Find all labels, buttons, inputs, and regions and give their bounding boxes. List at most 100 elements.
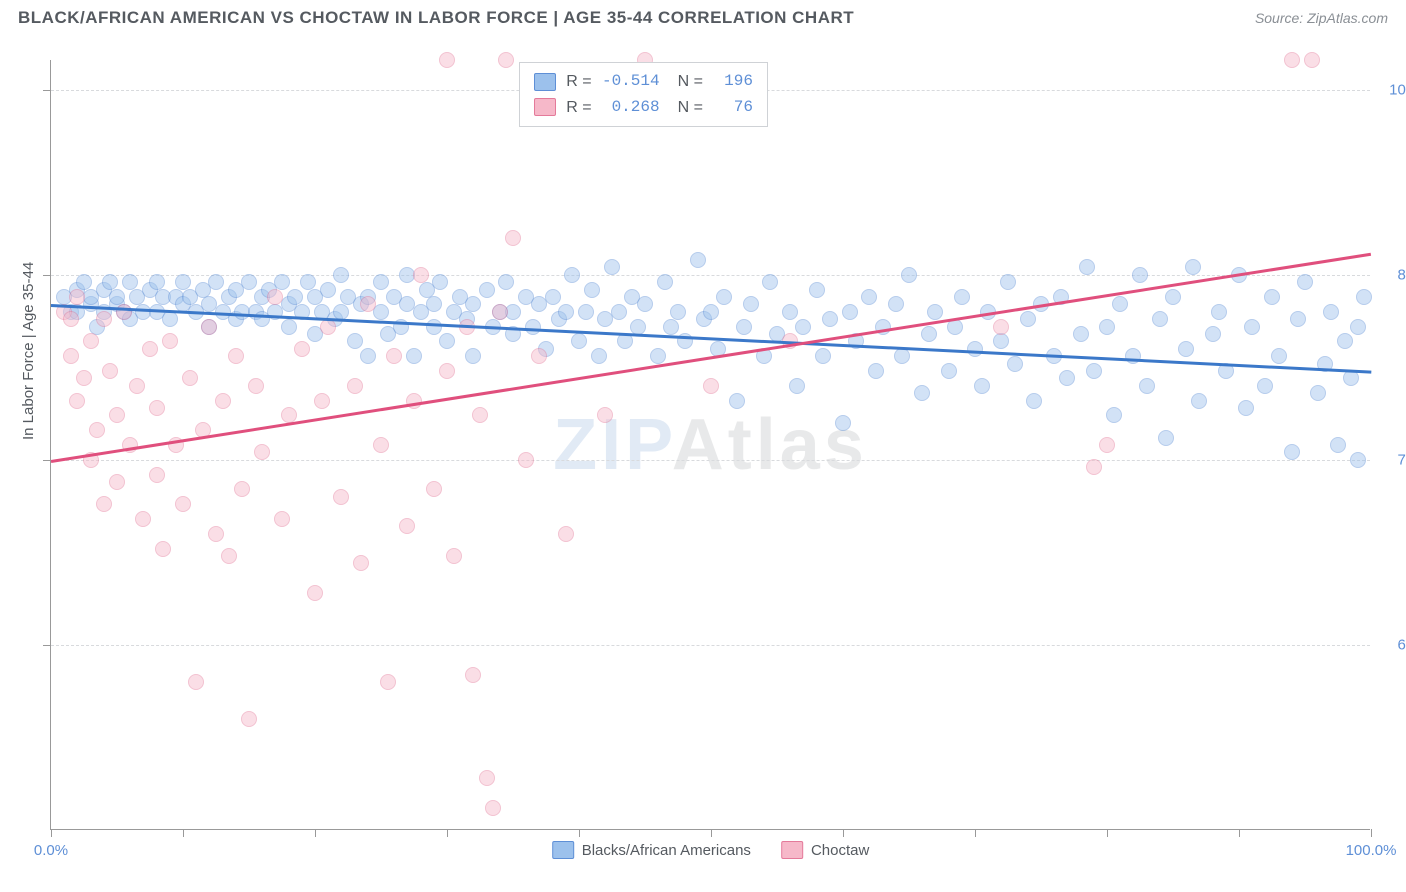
scatter-point [162, 311, 178, 327]
scatter-point [373, 437, 389, 453]
scatter-point [479, 770, 495, 786]
x-tick-mark [1239, 829, 1240, 837]
scatter-point [439, 363, 455, 379]
scatter-point [795, 319, 811, 335]
scatter-point [69, 393, 85, 409]
scatter-point [921, 326, 937, 342]
scatter-point [894, 348, 910, 364]
scatter-point [380, 674, 396, 690]
scatter-point [690, 252, 706, 268]
scatter-point [1158, 430, 1174, 446]
scatter-point [281, 319, 297, 335]
scatter-point [76, 274, 92, 290]
scatter-point [69, 289, 85, 305]
scatter-point [1205, 326, 1221, 342]
scatter-point [822, 311, 838, 327]
scatter-point [116, 304, 132, 320]
chart-legend: Blacks/African Americans Choctaw [552, 841, 870, 859]
scatter-point [122, 274, 138, 290]
y-tick-label: 75.0% [1380, 451, 1406, 468]
scatter-point [386, 348, 402, 364]
scatter-point [558, 526, 574, 542]
scatter-point [353, 555, 369, 571]
scatter-point [498, 52, 514, 68]
scatter-point [1000, 274, 1016, 290]
scatter-point [1125, 348, 1141, 364]
x-tick-mark [579, 829, 580, 837]
scatter-point [815, 348, 831, 364]
scatter-point [729, 393, 745, 409]
scatter-point [525, 319, 541, 335]
legend-label: Blacks/African Americans [582, 842, 751, 859]
scatter-point [307, 585, 323, 601]
stats-n-value: 196 [713, 69, 753, 95]
x-tick-mark [315, 829, 316, 837]
scatter-point [1020, 311, 1036, 327]
stats-n-value: 76 [713, 95, 753, 121]
scatter-point [762, 274, 778, 290]
scatter-point [479, 282, 495, 298]
stats-r-label: R = [566, 69, 591, 95]
scatter-point [333, 304, 349, 320]
x-tick-mark [843, 829, 844, 837]
scatter-point [584, 282, 600, 298]
scatter-point [149, 467, 165, 483]
scatter-point [657, 274, 673, 290]
scatter-point [564, 267, 580, 283]
scatter-point [135, 511, 151, 527]
scatter-point [1086, 363, 1102, 379]
x-tick-mark [447, 829, 448, 837]
gridline [51, 645, 1370, 646]
x-tick-mark [711, 829, 712, 837]
scatter-point [1139, 378, 1155, 394]
scatter-point [670, 304, 686, 320]
scatter-point [1178, 341, 1194, 357]
scatter-point [274, 511, 290, 527]
scatter-point [221, 548, 237, 564]
scatter-point [597, 407, 613, 423]
stats-row: R =0.268N =76 [534, 95, 753, 121]
scatter-point [1059, 370, 1075, 386]
scatter-point [155, 541, 171, 557]
scatter-point [1343, 370, 1359, 386]
scatter-point [208, 274, 224, 290]
scatter-point [162, 333, 178, 349]
legend-swatch [552, 841, 574, 859]
scatter-point [274, 274, 290, 290]
scatter-point [1152, 311, 1168, 327]
scatter-point [465, 667, 481, 683]
scatter-point [294, 341, 310, 357]
scatter-point [1323, 304, 1339, 320]
scatter-point [446, 548, 462, 564]
scatter-point [1350, 452, 1366, 468]
correlation-stats-box: R =-0.514N =196R =0.268N =76 [519, 62, 768, 127]
scatter-point [360, 296, 376, 312]
y-tick-label: 62.5% [1380, 636, 1406, 653]
scatter-point [287, 289, 303, 305]
scatter-point [175, 496, 191, 512]
scatter-point [743, 296, 759, 312]
legend-label: Choctaw [811, 842, 869, 859]
stats-r-value: 0.268 [602, 95, 660, 121]
scatter-point [1086, 459, 1102, 475]
scatter-point [1165, 289, 1181, 305]
scatter-point [1271, 348, 1287, 364]
scatter-point [373, 274, 389, 290]
scatter-point [505, 230, 521, 246]
scatter-point [914, 385, 930, 401]
scatter-point [1356, 289, 1372, 305]
scatter-point [320, 319, 336, 335]
scatter-point [142, 341, 158, 357]
scatter-point [314, 393, 330, 409]
scatter-point [1132, 267, 1148, 283]
scatter-point [149, 400, 165, 416]
scatter-point [993, 333, 1009, 349]
scatter-point [333, 267, 349, 283]
scatter-point [96, 496, 112, 512]
x-tick-mark [1107, 829, 1108, 837]
scatter-point [182, 370, 198, 386]
scatter-point [1310, 385, 1326, 401]
scatter-point [1304, 52, 1320, 68]
scatter-point [1350, 319, 1366, 335]
scatter-point [149, 274, 165, 290]
